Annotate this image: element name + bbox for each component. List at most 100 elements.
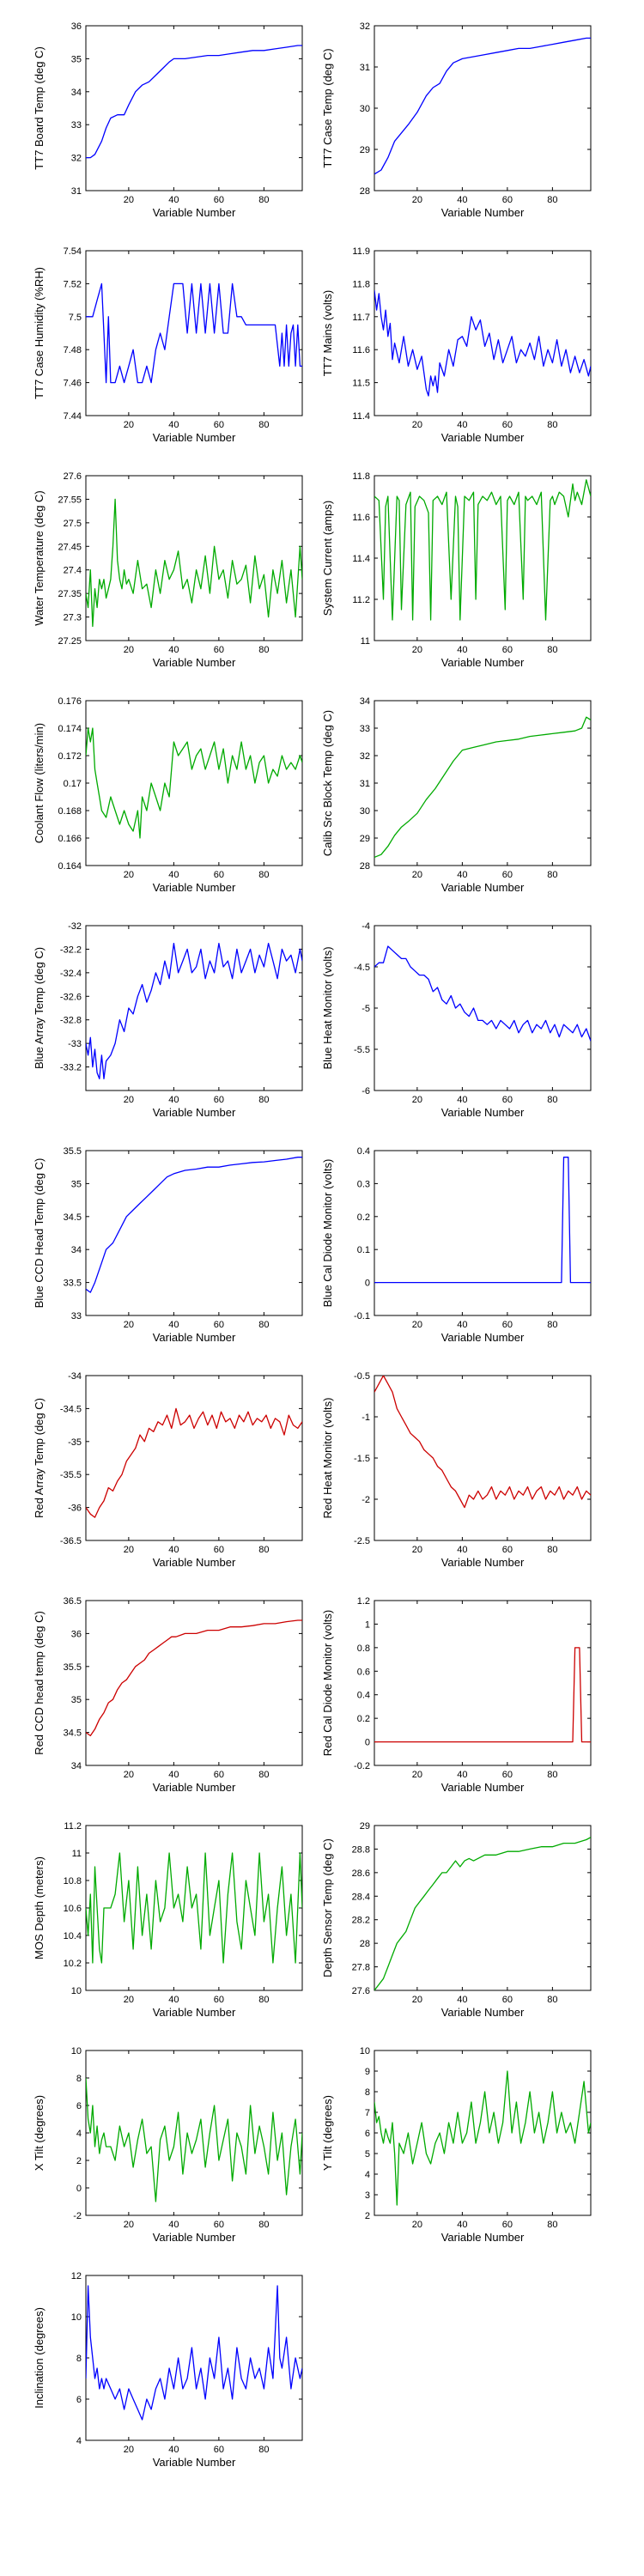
plot-frame: [374, 1150, 592, 1316]
x-tick-label: 20: [412, 1320, 422, 1330]
y-tick-label: 10.8: [64, 1876, 82, 1886]
y-tick-label: -35: [68, 1437, 82, 1448]
y-tick-label: 10.6: [64, 1904, 82, 1914]
y-tick-label: 11: [361, 636, 370, 647]
y-tick-label: 1: [365, 1619, 370, 1630]
x-tick-label: 80: [547, 870, 557, 880]
y-axis-label: Inclination (degrees): [33, 2307, 46, 2409]
y-tick-label: -0.1: [354, 1311, 370, 1321]
x-tick-label: 20: [124, 2220, 134, 2230]
y-tick-label: 29: [360, 834, 370, 844]
y-tick-label: -2: [361, 1495, 370, 1505]
x-axis-label: Variable Number: [441, 206, 525, 219]
plot-frame: [85, 925, 303, 1091]
y-tick-label: 11.8: [352, 471, 370, 482]
series-line: [374, 1837, 591, 1990]
x-tick-label: 20: [124, 420, 134, 430]
series-line: [86, 1407, 302, 1518]
x-axis-label: Variable Number: [441, 656, 525, 669]
y-tick-label: 33: [71, 1311, 82, 1321]
chart-panel: 20 40 60 80 -2 0 2 4 6 8 10 Variable Number X Tilt (…: [33, 2046, 303, 2244]
plot-frame: [374, 250, 592, 416]
y-tick-label: -2: [73, 2211, 82, 2221]
x-tick-label: 60: [502, 1995, 513, 2005]
y-tick-label: 9: [365, 2067, 370, 2077]
y-tick-label: 28.6: [352, 1868, 370, 1879]
y-tick-label: 11.8: [352, 279, 370, 289]
x-tick-label: 40: [457, 1770, 467, 1780]
x-axis-label: Variable Number: [153, 431, 236, 444]
y-tick-label: 11.5: [352, 379, 370, 389]
series-line: [86, 942, 302, 1079]
x-tick-label: 20: [412, 645, 422, 655]
chart-panel: 20 40 60 80 28 29 30 31 32 33 34 Variable Number Cal…: [321, 696, 592, 894]
x-tick-label: 60: [502, 645, 513, 655]
y-tick-label: 28.8: [352, 1844, 370, 1855]
plot-frame: [85, 1375, 303, 1541]
x-tick-label: 80: [547, 1770, 557, 1780]
y-tick-label: 4: [76, 2436, 82, 2446]
y-axis-label: Depth Sensor Temp (deg C): [321, 1838, 334, 1978]
y-tick-label: 35: [71, 1179, 82, 1189]
plot-frame: [85, 250, 303, 416]
y-tick-label: 2: [76, 2156, 82, 2166]
y-tick-label: 0.174: [58, 724, 82, 734]
x-axis-label: Variable Number: [441, 1331, 525, 1344]
y-tick-label: 6: [76, 2101, 82, 2111]
x-tick-label: 80: [258, 1770, 269, 1780]
y-tick-label: 11.2: [64, 1821, 82, 1832]
y-tick-label: 0.3: [357, 1179, 370, 1189]
y-tick-label: -1.5: [354, 1454, 370, 1464]
y-axis-label: TT7 Board Temp (deg C): [33, 46, 46, 170]
x-axis-label: Variable Number: [153, 1106, 236, 1119]
x-tick-label: 60: [214, 1995, 224, 2005]
x-tick-label: 40: [168, 1770, 179, 1780]
y-tick-label: 34: [360, 696, 370, 707]
x-tick-label: 20: [412, 1095, 422, 1105]
plot-frame: [374, 2050, 592, 2216]
y-tick-label: 0.164: [58, 861, 82, 872]
series-line: [374, 1157, 591, 1284]
y-tick-label: -36.5: [60, 1536, 82, 1546]
y-tick-label: 10.2: [64, 1959, 82, 1969]
y-tick-label: 11.2: [352, 595, 370, 605]
y-tick-label: 34.5: [64, 1728, 82, 1739]
x-tick-label: 40: [457, 1095, 467, 1105]
chart-panel: 20 40 60 80 0.164 0.166 0.168 0.17 0.172 0.174 0.1…: [33, 696, 303, 894]
y-tick-label: -36: [68, 1504, 82, 1514]
y-axis-label: Water Temperature (deg C): [33, 490, 46, 626]
y-axis-label: Blue Cal Diode Monitor (volts): [321, 1159, 334, 1308]
y-tick-label: 8: [365, 2087, 370, 2098]
y-tick-label: 32: [71, 154, 82, 164]
y-tick-label: 7.54: [64, 246, 82, 257]
series-line: [86, 498, 302, 628]
x-axis-label: Variable Number: [441, 1781, 525, 1794]
x-tick-label: 40: [457, 195, 467, 205]
y-tick-label: 31: [71, 186, 82, 197]
y-tick-label: 35.5: [64, 1662, 82, 1673]
x-tick-label: 60: [502, 1770, 513, 1780]
x-tick-label: 20: [412, 870, 422, 880]
x-axis-label: Variable Number: [441, 1556, 525, 1569]
x-tick-label: 40: [168, 2220, 179, 2230]
x-tick-label: 60: [502, 1545, 513, 1555]
x-tick-label: 20: [124, 1545, 134, 1555]
x-tick-label: 20: [124, 1320, 134, 1330]
y-tick-label: 27.6: [64, 471, 82, 482]
x-tick-label: 60: [214, 1320, 224, 1330]
y-axis-label: TT7 Mains (volts): [321, 290, 334, 376]
x-tick-label: 20: [412, 1995, 422, 2005]
y-tick-label: -32: [68, 921, 82, 932]
y-tick-label: 10: [71, 2046, 82, 2057]
y-tick-label: 28: [360, 186, 370, 197]
y-tick-label: 8: [76, 2354, 82, 2364]
y-axis-label: TT7 Case Humidity (%RH): [33, 267, 46, 399]
x-tick-label: 20: [124, 645, 134, 655]
series-line: [86, 45, 302, 159]
y-axis-label: System Current (amps): [321, 501, 334, 616]
y-tick-label: 0: [76, 2184, 82, 2194]
y-axis-label: Blue CCD Head Temp (deg C): [33, 1158, 46, 1309]
y-tick-label: 7.46: [64, 379, 82, 389]
x-tick-label: 20: [412, 1545, 422, 1555]
x-tick-label: 60: [214, 420, 224, 430]
